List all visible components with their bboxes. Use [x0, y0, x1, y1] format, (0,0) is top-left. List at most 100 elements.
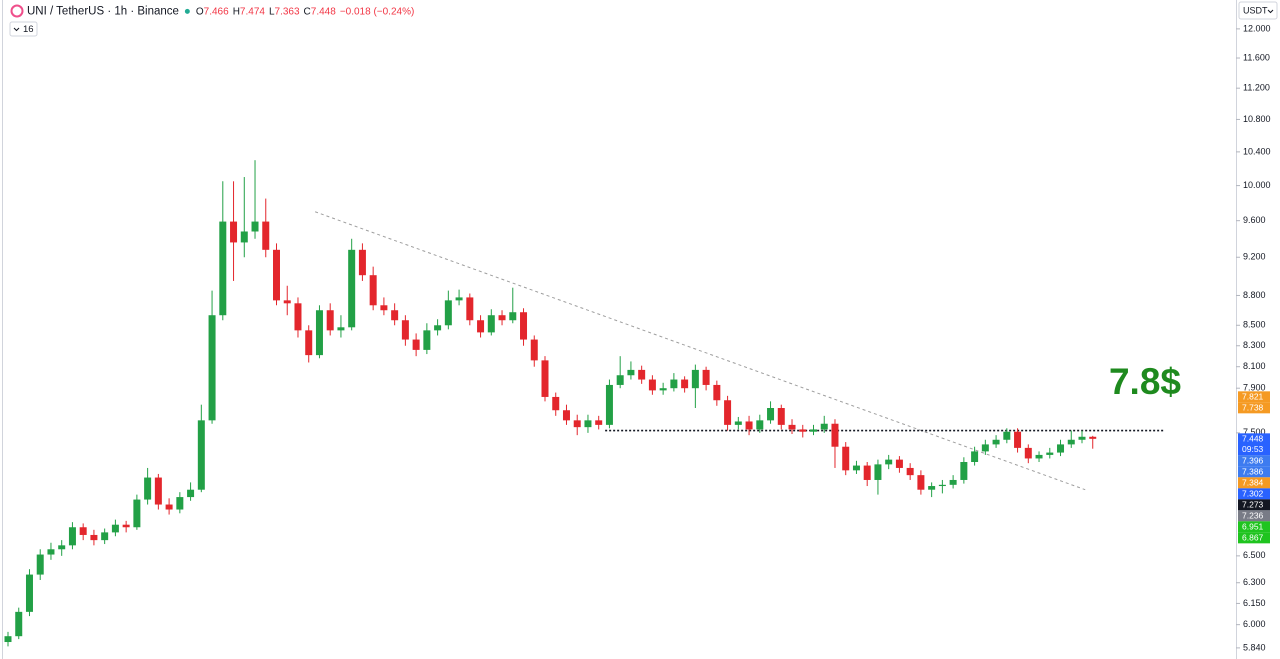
candle-body	[25, 574, 33, 612]
y-tick-label: 12.000	[1243, 23, 1271, 33]
candle-body	[337, 327, 345, 331]
candle-body	[122, 524, 130, 528]
candle-body	[208, 315, 216, 421]
candle-body	[863, 465, 871, 480]
price-label: 7.384	[1242, 477, 1264, 487]
candle-body	[541, 360, 549, 397]
candle-body	[326, 310, 334, 331]
ohlc-value: 7.363	[275, 6, 300, 17]
candle-body	[240, 231, 248, 243]
candle-body	[520, 312, 528, 340]
price-label-bg	[1238, 466, 1270, 478]
candle-body	[1067, 439, 1075, 445]
y-tick-label: 11.600	[1243, 52, 1270, 62]
candle-body	[981, 444, 989, 452]
y-tick-label: 5.840	[1243, 642, 1266, 652]
candle-body	[852, 465, 860, 471]
candle-body	[79, 527, 87, 535]
candle-body	[401, 320, 409, 340]
ohlc-key: H	[233, 6, 240, 17]
y-tick-label: 11.200	[1243, 83, 1270, 93]
candle-body	[724, 400, 732, 425]
price-label: 7.236	[1242, 510, 1264, 520]
annotation: 7.8$	[1109, 361, 1181, 402]
y-tick-label: 6.000	[1243, 619, 1266, 629]
candle-body	[616, 375, 624, 385]
candle-body	[230, 221, 238, 243]
price-label: 6.867	[1242, 532, 1264, 542]
candle-body	[638, 369, 646, 380]
candle-body	[477, 320, 485, 333]
candle-body	[444, 300, 452, 326]
candle-body	[885, 459, 893, 465]
candle-body	[713, 384, 721, 401]
currency: USDT	[1243, 5, 1268, 15]
candle-body	[928, 486, 936, 490]
candle-body	[681, 379, 689, 389]
candle-body	[842, 446, 850, 471]
candle-body	[777, 408, 785, 425]
ohlc-value: 7.448	[311, 6, 336, 17]
candle-body	[423, 330, 431, 350]
candle-body	[874, 464, 882, 480]
y-tick-label: 6.150	[1243, 598, 1266, 608]
candle-body	[165, 504, 173, 510]
candle-body	[294, 303, 302, 331]
candle-body	[810, 429, 817, 432]
y-tick-label: 10.000	[1243, 180, 1271, 190]
candle-body	[487, 315, 495, 333]
indicator-chevron	[13, 27, 20, 32]
candle-body	[960, 461, 968, 480]
currency-box[interactable]	[1238, 1, 1278, 20]
candle-body	[273, 249, 280, 301]
ohlc-key: C	[304, 6, 311, 17]
indicator-box[interactable]	[9, 21, 38, 37]
price-label-bg	[1238, 477, 1270, 489]
candle-body	[820, 423, 828, 430]
chart-header: UNI / TetherUS · 1h · Binance ● O7.466 H7.4…	[27, 6, 414, 18]
candle-body	[552, 396, 560, 411]
candle-body	[584, 420, 592, 428]
candle-body	[315, 310, 323, 356]
candle-body	[767, 408, 775, 421]
candle-body	[1014, 431, 1022, 448]
candle-body	[455, 297, 463, 301]
price-label: 7.273	[1242, 499, 1264, 509]
candle-body	[251, 221, 259, 232]
price-label-bg	[1238, 499, 1270, 511]
status-dot: ●	[184, 6, 191, 18]
price-label-bg	[1238, 510, 1270, 522]
candle-body	[906, 467, 914, 476]
candle-body	[831, 423, 839, 447]
candle-body	[938, 484, 946, 487]
candle-body	[47, 549, 55, 555]
candle-body	[4, 636, 12, 643]
candle-body	[498, 315, 506, 321]
candle-body	[144, 477, 152, 500]
candle-body	[530, 339, 538, 361]
candle-body	[369, 275, 377, 306]
price-label: 7.386	[1242, 466, 1264, 476]
y-tick-label: 8.300	[1243, 340, 1266, 350]
ohlc-key: O	[196, 6, 204, 17]
candle-body	[756, 420, 764, 430]
candle-body	[659, 388, 667, 391]
candle-body	[1046, 452, 1054, 455]
candle-body	[895, 459, 903, 468]
y-tick-label: 9.200	[1243, 252, 1266, 262]
y-tick-label: 7.500	[1243, 427, 1266, 437]
candle-body	[627, 369, 635, 376]
candle-body	[1078, 436, 1086, 440]
candle-body	[187, 489, 195, 498]
price-label-bg	[1238, 391, 1270, 403]
countdown: 09:53	[1242, 444, 1264, 454]
candle-body	[358, 249, 366, 276]
price-label-bg	[1238, 433, 1270, 456]
candle-body	[219, 221, 227, 316]
y-tick-label: 8.500	[1243, 320, 1266, 330]
candle-body	[562, 410, 570, 421]
price-label: 7.821	[1242, 391, 1264, 401]
candle-body	[58, 545, 66, 550]
